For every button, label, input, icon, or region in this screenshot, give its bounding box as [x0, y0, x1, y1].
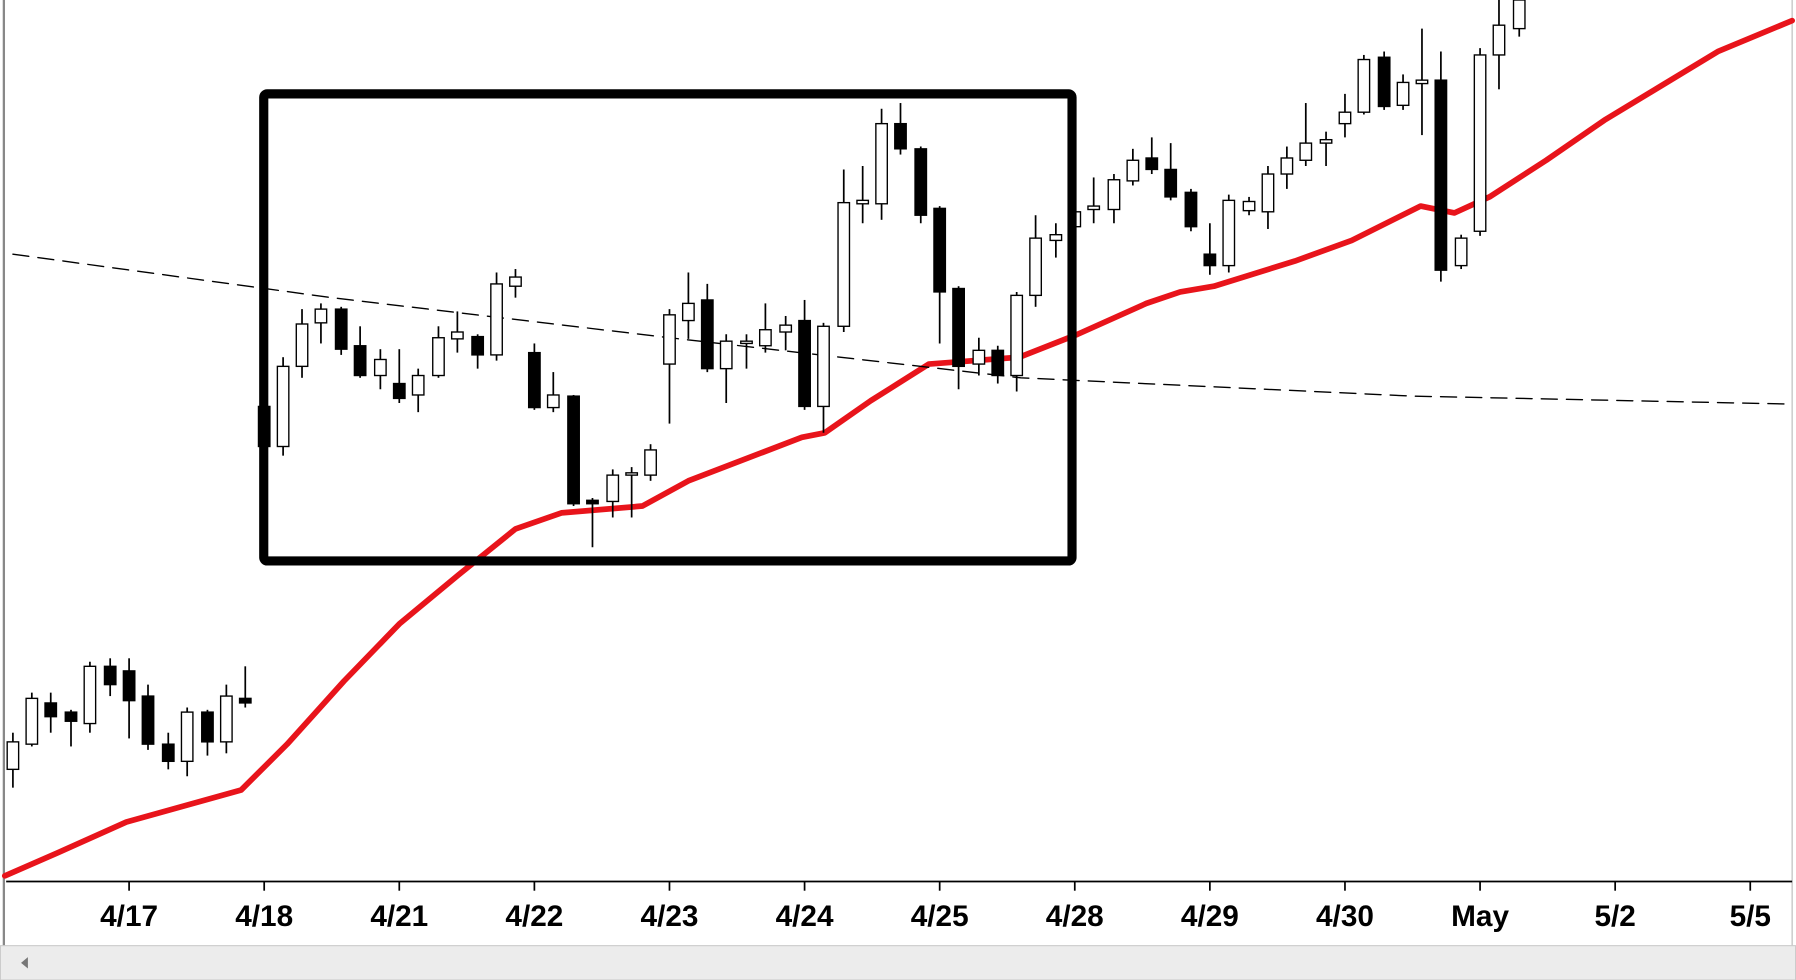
candle-body	[779, 324, 793, 333]
candle-body	[663, 314, 676, 365]
candle-body	[586, 499, 599, 505]
candle-body	[1473, 54, 1487, 232]
candle-body	[1203, 253, 1217, 267]
candle-body	[1357, 58, 1371, 113]
x-tick-label: 4/17	[100, 900, 158, 933]
candle-body	[719, 340, 733, 370]
candle-body	[238, 697, 252, 704]
candle-body	[44, 702, 58, 718]
candle-body	[490, 283, 503, 356]
candle-body	[914, 148, 928, 216]
candle-body	[1010, 294, 1024, 377]
candle-body	[219, 695, 233, 743]
x-tick-label: 4/24	[776, 900, 834, 933]
candle-body	[546, 394, 560, 409]
candle-body	[1280, 157, 1294, 175]
candle-body	[1242, 200, 1256, 212]
candle-body	[1299, 142, 1313, 161]
candle-body	[952, 287, 965, 368]
x-tick-label: 4/22	[505, 900, 563, 933]
candle-body	[681, 302, 695, 322]
candle-body	[1087, 205, 1101, 211]
x-tick-label: 4/29	[1181, 900, 1239, 933]
candle-body	[567, 395, 580, 505]
candle-body	[392, 382, 406, 400]
candle-body	[740, 340, 753, 345]
candle-body	[991, 349, 1005, 377]
x-tick-label: 4/25	[911, 900, 969, 933]
candle-body	[432, 337, 445, 377]
candle-body	[314, 308, 328, 324]
x-tick-label: 4/23	[641, 900, 699, 933]
candle-body	[644, 449, 657, 476]
candle-body	[276, 365, 290, 448]
candle-body	[606, 474, 620, 503]
candle-body	[25, 697, 39, 745]
candle-body	[295, 323, 309, 368]
candle-body	[141, 695, 155, 745]
candle-body	[1222, 199, 1236, 267]
candle-body	[933, 207, 947, 293]
candle-body	[334, 308, 348, 350]
candle-body	[875, 122, 888, 205]
candle-body	[122, 670, 136, 702]
candle-body	[1512, 0, 1526, 30]
candle-body	[411, 374, 425, 396]
candle-body	[700, 299, 714, 370]
candle-body	[103, 665, 117, 686]
candle-body	[373, 358, 387, 377]
candle-body	[450, 331, 464, 340]
x-tick-label: 4/18	[235, 900, 293, 933]
x-tick-label: 5/2	[1594, 900, 1635, 933]
candle-body	[1145, 157, 1159, 171]
candle-body	[1184, 191, 1198, 228]
highlight-box	[259, 89, 1077, 566]
candle-body	[798, 319, 811, 408]
candle-body	[758, 329, 772, 347]
candle-body	[161, 743, 175, 763]
candle-body	[1415, 79, 1429, 85]
plot-area	[1, 0, 1795, 879]
candle-body	[509, 276, 522, 287]
candle-body	[856, 199, 870, 205]
candle-body	[817, 325, 830, 408]
candle-body	[1029, 237, 1043, 297]
dashed-average-line	[12, 253, 1793, 405]
candle-body	[1261, 173, 1275, 213]
candle-body	[1396, 81, 1410, 107]
candle-body	[1492, 24, 1506, 56]
candle-body	[1164, 168, 1178, 198]
candle-body	[1454, 237, 1468, 267]
candle-body	[1049, 234, 1063, 242]
candle-body	[64, 711, 78, 722]
candle-body	[83, 665, 97, 725]
candle-body	[1377, 56, 1391, 108]
moving-average-line	[1, 17, 1795, 879]
candle-body	[1126, 159, 1140, 182]
candle-body	[1338, 111, 1352, 125]
x-tick-label: 5/5	[1730, 900, 1771, 933]
candle-body	[527, 351, 541, 409]
scrollbar[interactable]	[0, 945, 1796, 980]
x-tick-label: 4/28	[1046, 900, 1104, 933]
x-tick-label: 4/30	[1316, 900, 1374, 933]
x-tick-label: 4/21	[370, 900, 428, 933]
candle-body	[1319, 138, 1333, 144]
candle-body	[894, 122, 907, 150]
candle-body	[6, 741, 20, 771]
candle-body	[471, 335, 485, 356]
candle-body	[625, 472, 639, 476]
x-tick-label: May	[1451, 900, 1509, 933]
candle-body	[353, 345, 367, 377]
candle-body	[201, 711, 214, 743]
scroll-left-arrow[interactable]	[21, 957, 28, 969]
candle-body	[1107, 179, 1121, 211]
candle-body	[972, 349, 986, 365]
candle-body	[837, 201, 851, 327]
candle-body	[1434, 79, 1448, 271]
candle-body	[180, 711, 194, 763]
